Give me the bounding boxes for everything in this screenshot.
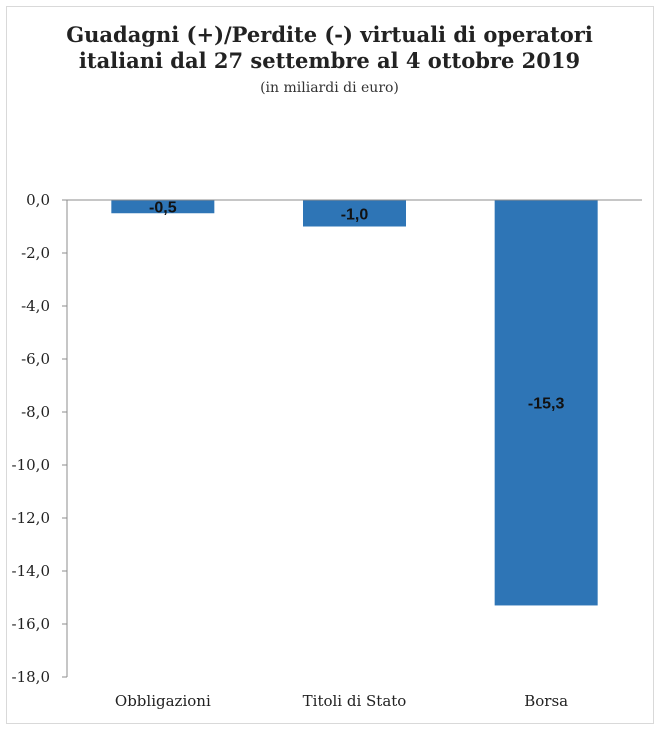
chart-title: Guadagni (+)/Perdite (-) virtuali di ope… xyxy=(0,22,659,74)
y-tick-label: -18,0 xyxy=(12,668,50,686)
y-tick-label: -12,0 xyxy=(12,509,50,527)
data-label: -15,3 xyxy=(528,396,565,413)
bar xyxy=(494,200,598,606)
y-tick-label: -4,0 xyxy=(21,297,50,315)
x-category-label: Obbligazioni xyxy=(115,692,211,710)
y-tick-label: -8,0 xyxy=(21,403,50,421)
bar xyxy=(111,200,215,214)
y-tick-label: -14,0 xyxy=(12,562,50,580)
chart-title-line-2: italiani dal 27 settembre al 4 ottobre 2… xyxy=(78,48,581,73)
chart-subtitle: (in miliardi di euro) xyxy=(260,80,399,96)
y-tick-label: -16,0 xyxy=(12,615,50,633)
chart-title-line-1: Guadagni (+)/Perdite (-) virtuali di ope… xyxy=(66,22,593,47)
y-tick-label: 0,0 xyxy=(26,191,50,209)
y-tick-label: -10,0 xyxy=(12,456,50,474)
y-tick-label: -6,0 xyxy=(21,350,50,368)
y-tick-label: -2,0 xyxy=(21,244,50,262)
x-category-label: Titoli di Stato xyxy=(303,692,407,710)
bar xyxy=(303,200,406,227)
data-label: -0,5 xyxy=(149,200,177,217)
data-label: -1,0 xyxy=(341,206,369,223)
x-category-label: Borsa xyxy=(524,692,568,710)
